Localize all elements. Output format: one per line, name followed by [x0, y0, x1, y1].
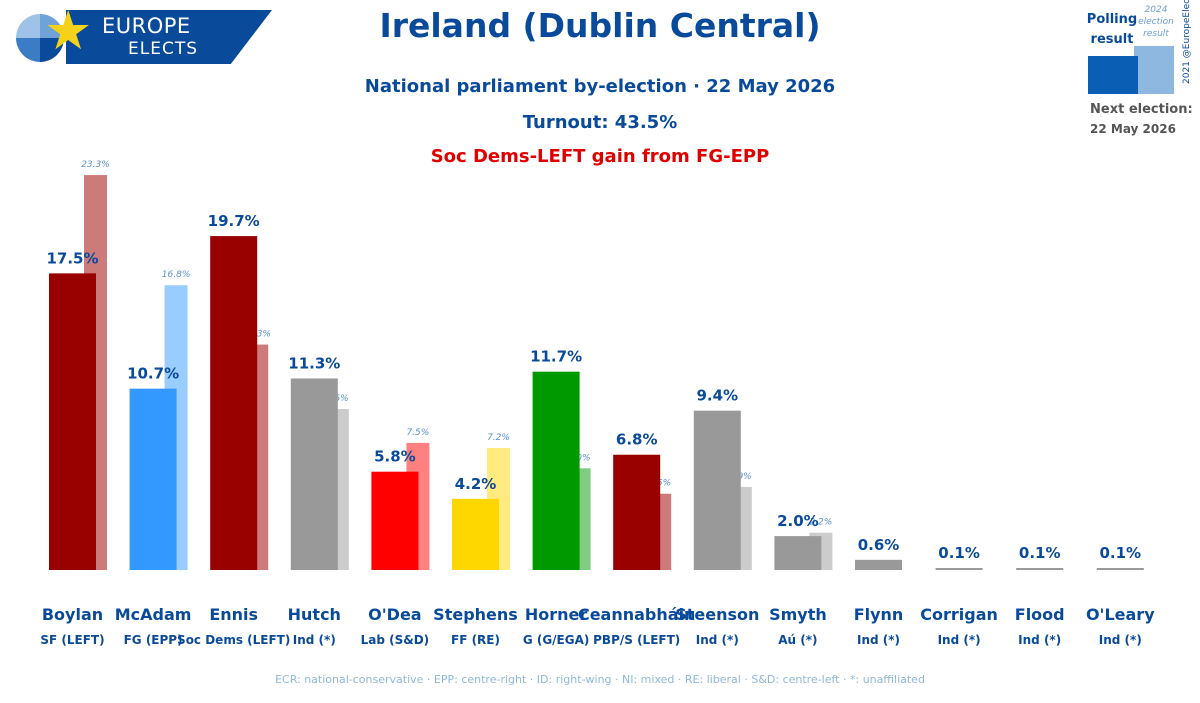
next-election-date: 22 May 2026: [1090, 122, 1176, 136]
poll-bar: [49, 273, 96, 570]
poll-bar-label: 4.2%: [455, 475, 497, 493]
poll-bar-label: 2.0%: [777, 512, 819, 530]
poll-bar-label: 0.1%: [1099, 544, 1141, 562]
poll-bar: [855, 559, 902, 570]
candidate-name: Smyth: [769, 605, 827, 624]
prev-bar-label: 2.2%: [809, 518, 832, 528]
logo-circle-icon: [16, 14, 64, 62]
candidate-party: Ind (*): [696, 633, 739, 647]
poll-bar-label: 0.6%: [858, 536, 900, 554]
candidate-party: Soc Dems (LEFT): [177, 633, 290, 647]
legend-poll-swatch: [1088, 56, 1138, 94]
poll-bar: [290, 378, 338, 570]
candidate-name: O'Leary: [1086, 605, 1155, 624]
next-election-label: Next election:: [1090, 102, 1193, 117]
candidate-name: Hutch: [288, 605, 341, 624]
poll-bar-label: 17.5%: [46, 249, 98, 267]
candidate-name: Stephens: [433, 605, 518, 624]
logo-text-line1: EUROPE: [102, 14, 191, 38]
poll-bar: [532, 371, 580, 570]
candidate-party: Ind (*): [857, 633, 900, 647]
poll-bar: [613, 454, 661, 570]
candidate-name: Flood: [1015, 605, 1065, 624]
legend: Polling result 2024 election result: [1084, 4, 1194, 144]
candidate-party: FF (RE): [451, 633, 500, 647]
poll-bar-label: 0.1%: [1019, 544, 1061, 562]
candidate-name: Ennis: [209, 605, 258, 624]
candidate-party: Ind (*): [938, 633, 981, 647]
candidate-party: Ind (*): [1099, 633, 1142, 647]
poll-bar-label: 6.8%: [616, 431, 658, 449]
poll-bar-label: 11.7%: [530, 348, 582, 366]
chart-title: Ireland (Dublin Central): [379, 6, 821, 45]
poll-bar-label: 11.3%: [288, 354, 340, 372]
candidate-name: Horner: [525, 605, 588, 624]
poll-bar: [129, 388, 177, 570]
footnote: ECR: national-conservative · EPP: centre…: [275, 673, 925, 686]
candidate-party: Ind (*): [1018, 633, 1061, 647]
candidate-party: PBP/S (LEFT): [593, 633, 680, 647]
poll-bar: [1016, 568, 1064, 570]
prev-bar-label: 7.5%: [406, 428, 429, 438]
poll-bar: [1096, 568, 1144, 570]
poll-bar: [452, 498, 499, 570]
candidate-party: SF (LEFT): [40, 633, 104, 647]
legend-prev-swatch: [1134, 46, 1174, 94]
poll-bar-label: 0.1%: [938, 544, 980, 562]
candidate-party: Lab (S&D): [361, 633, 430, 647]
poll-bar-label: 9.4%: [696, 387, 738, 405]
poll-bar: [774, 536, 822, 570]
prev-bar-label: 7.2%: [487, 433, 510, 443]
logo-text-line2: ELECTS: [128, 39, 198, 59]
logo-star-icon: ★: [44, 0, 93, 62]
candidate-name: McAdam: [115, 605, 192, 624]
gain-text: Soc Dems-LEFT gain from FG-EPP: [430, 146, 770, 167]
poll-bar: [935, 568, 983, 570]
poll-bar: [371, 471, 419, 570]
prev-bar-label: 16.8%: [162, 270, 191, 280]
chart-subtitle: National parliament by-election · 22 May…: [364, 76, 836, 97]
candidate-name: O'Dea: [368, 605, 421, 624]
candidate-name: Corrigan: [920, 605, 998, 624]
prev-bar-label: 23.3%: [81, 160, 110, 170]
legend-prev-label: 2024 election result: [1138, 5, 1174, 39]
poll-bar: [693, 410, 741, 570]
legend-poll-label: Polling result: [1086, 12, 1138, 47]
candidate-party: Ind (*): [293, 633, 336, 647]
europe-elects-logo: ★ EUROPE ELECTS: [14, 4, 272, 66]
candidate-name: Flynn: [854, 605, 904, 624]
poll-bar-label: 5.8%: [374, 448, 416, 466]
candidate-name: Steenson: [675, 605, 759, 624]
turnout-text: Turnout: 43.5%: [522, 112, 678, 133]
candidate-party: G (G/EGA): [523, 633, 590, 647]
poll-bar-label: 19.7%: [208, 212, 260, 230]
candidate-name: Boylan: [42, 605, 103, 624]
poll-bar-label: 10.7%: [127, 365, 179, 383]
candidate-party: FG (EPP): [124, 633, 183, 647]
candidate-name: Ceannabháin: [578, 605, 695, 624]
candidate-party: Aú (*): [778, 633, 817, 647]
poll-bar: [210, 236, 258, 570]
